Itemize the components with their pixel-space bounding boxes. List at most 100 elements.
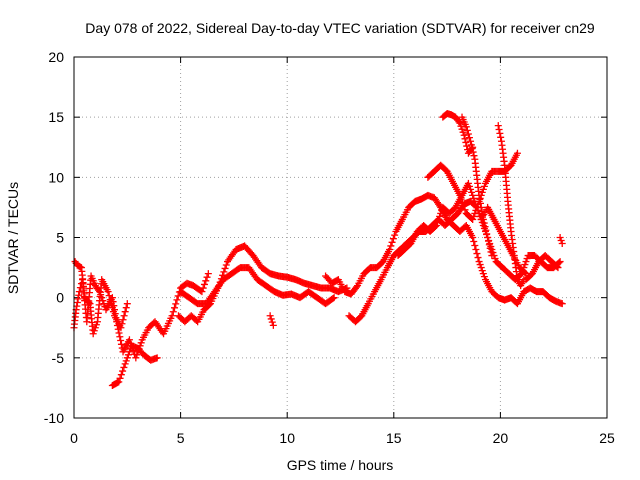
data-point (435, 215, 443, 223)
data-point (469, 215, 477, 223)
data-point (117, 337, 125, 345)
data-point (464, 130, 472, 138)
data-point (467, 141, 475, 149)
data-point (475, 191, 483, 199)
axis-ticks: 0 5 10 15 20 25 -10 -5 0 5 10 15 20 (44, 49, 615, 446)
data-point (436, 202, 444, 210)
data-point (91, 324, 99, 332)
series-track-k (439, 110, 477, 157)
data-point (221, 264, 229, 272)
data-point (352, 283, 360, 291)
data-point (457, 195, 465, 203)
data-point (460, 131, 468, 139)
data-point (458, 199, 466, 207)
data-point (104, 288, 112, 296)
data-point (468, 188, 476, 196)
data-point (484, 234, 492, 241)
series-track-d (174, 242, 351, 326)
data-points (70, 110, 566, 390)
data-point (122, 304, 130, 312)
data-point (557, 237, 565, 245)
data-point (107, 300, 115, 308)
data-point (437, 209, 445, 217)
data-point (329, 295, 337, 303)
data-point (477, 199, 485, 207)
y-tick-label: 0 (56, 290, 64, 306)
data-point (480, 219, 488, 227)
data-point (133, 351, 141, 359)
data-point (467, 137, 475, 145)
data-point (121, 360, 129, 368)
data-point (464, 179, 472, 187)
data-point (470, 238, 478, 246)
data-point (431, 222, 439, 230)
data-point (556, 234, 564, 241)
data-point (108, 304, 116, 312)
data-point (115, 378, 123, 386)
data-point (487, 248, 495, 256)
data-point (117, 371, 125, 379)
x-tick-label: 5 (177, 430, 185, 446)
data-point (471, 242, 479, 250)
data-point (90, 327, 98, 335)
data-point (478, 188, 486, 196)
data-point (553, 263, 561, 271)
data-point (480, 273, 488, 281)
data-point (434, 218, 442, 226)
data-point (470, 212, 478, 220)
data-point (174, 292, 182, 300)
data-point (458, 125, 466, 133)
data-point (522, 270, 530, 278)
data-point (479, 185, 487, 193)
data-point (484, 237, 492, 245)
data-point (480, 182, 488, 190)
series-track-b (108, 342, 161, 390)
data-point (120, 363, 128, 371)
data-point (495, 126, 503, 134)
data-point (436, 212, 444, 220)
data-point (469, 191, 477, 199)
data-point (472, 246, 480, 254)
data-point (555, 259, 563, 267)
data-point (269, 321, 277, 329)
data-point (123, 300, 131, 308)
data-point (268, 318, 276, 326)
data-point (494, 122, 502, 130)
data-point (471, 209, 479, 217)
series-track-g (322, 191, 566, 308)
x-tick-label: 25 (599, 430, 615, 446)
y-tick-label: 20 (48, 49, 64, 65)
data-point (461, 206, 469, 214)
data-point (330, 294, 338, 302)
x-tick-label: 0 (70, 430, 78, 446)
data-point (488, 252, 496, 260)
data-point (462, 123, 470, 131)
data-point (432, 221, 440, 229)
data-point (521, 269, 529, 277)
data-point (556, 258, 564, 266)
series-track-e (177, 264, 338, 308)
data-point (469, 234, 477, 241)
data-point (456, 191, 464, 199)
data-point (109, 308, 117, 316)
data-point (118, 320, 126, 328)
data-point (513, 149, 521, 157)
data-point (172, 300, 180, 308)
series-track-f (266, 312, 277, 329)
data-point (173, 296, 181, 304)
series-track-h (345, 197, 564, 326)
y-tick-label: 15 (48, 109, 64, 125)
data-point (483, 230, 491, 238)
data-point (89, 330, 97, 338)
series-track-j (424, 149, 521, 223)
data-point (486, 244, 494, 252)
data-point (132, 354, 140, 362)
data-point (478, 207, 486, 215)
data-point (222, 261, 230, 269)
y-tick-label: 10 (48, 169, 64, 185)
data-point (469, 148, 477, 156)
data-point (558, 240, 566, 248)
data-point (200, 280, 208, 288)
data-point (463, 142, 471, 150)
y-tick-label: -10 (44, 410, 64, 426)
